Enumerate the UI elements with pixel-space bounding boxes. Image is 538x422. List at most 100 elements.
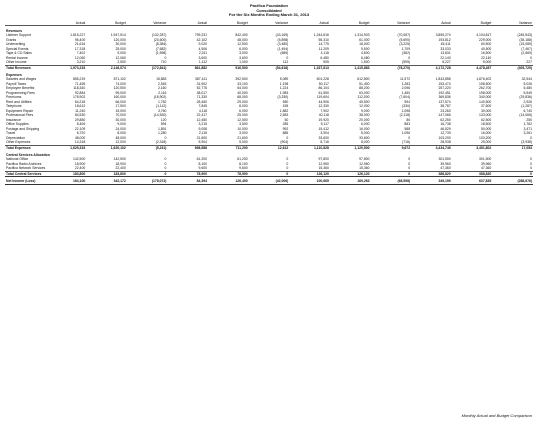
column-header: Budget xyxy=(329,20,371,27)
cell: 1,244,816 xyxy=(313,33,329,38)
cell: 3,000 xyxy=(239,131,248,136)
row-label: Professional Fees xyxy=(6,113,34,118)
row-label: Payroll Taxes xyxy=(6,81,27,86)
cell: 45,500 xyxy=(359,99,370,104)
cell: 38,787 xyxy=(440,104,451,109)
cell: 140,500 xyxy=(479,99,492,104)
net-row: Net Income (Loss) 164,100 342,172 (178,072)… xyxy=(5,176,533,185)
cell: 1,337,613 xyxy=(289,64,330,71)
cell: 142,500 xyxy=(113,157,126,162)
cell: (70,087) xyxy=(397,33,411,38)
cell: (15,089) xyxy=(519,42,532,47)
cell: 88,200 xyxy=(359,86,370,91)
cell: 20,000 xyxy=(359,117,370,122)
cell: (288,676) xyxy=(492,176,533,185)
cell: 1,415,883 xyxy=(329,64,371,71)
data-row: Employee Benefits 118,340 120,500 2,160 52,7… xyxy=(5,86,533,91)
cell: 50,117 xyxy=(318,81,329,86)
cell: 33,600 xyxy=(359,135,370,140)
cell: 71,455 xyxy=(74,81,86,86)
cell: 24,000 xyxy=(115,126,126,131)
cell: 22,417 xyxy=(196,113,208,118)
cell: 1,500 xyxy=(360,60,370,65)
cell: 1,876,402 xyxy=(476,77,492,82)
cell: 47,360 xyxy=(480,166,492,171)
cell: 2,116 xyxy=(158,90,167,95)
cell: 4,118 xyxy=(198,108,208,113)
cell: 992 xyxy=(282,126,289,131)
cell: 12,739 xyxy=(440,131,451,136)
data-row: Office Supplies 8,406 9,000 594 3,215 3,500 28… xyxy=(5,122,533,127)
cell: 698,588 xyxy=(167,144,209,151)
cell: 601,228 xyxy=(316,77,329,82)
cell: (904) xyxy=(280,140,289,145)
row-label: Listener Support xyxy=(6,33,31,38)
cell: 84,394 xyxy=(167,176,209,185)
data-row: Telephone 18,612 17,500 (1,112) 7,845 8,000 15… xyxy=(5,104,533,109)
cell: 0 xyxy=(164,55,167,60)
cell: 2,926 xyxy=(523,99,533,104)
row-label: Total Revenues xyxy=(5,64,46,71)
total-row: Total Revenues 1,973,233 2,146,074 (172,841… xyxy=(5,64,533,71)
cell: 120,500 xyxy=(113,86,126,91)
cell: (305,729) xyxy=(492,64,533,71)
cell: 861,882 xyxy=(167,64,209,71)
cell: 7,845 xyxy=(198,104,208,109)
cell: 14,318 xyxy=(74,140,86,145)
cell: 342,172 xyxy=(86,176,127,185)
cell: 1,314,903 xyxy=(354,33,370,38)
cell: 1,000 xyxy=(239,60,248,65)
cell: 25,000 xyxy=(115,46,126,51)
cell: 120 xyxy=(160,117,167,122)
cell: 17,500 xyxy=(115,104,126,109)
cell: 3,451,802 xyxy=(451,144,493,151)
cell: 153,474 xyxy=(438,81,451,86)
cell: 169,263 xyxy=(329,176,371,185)
cell: 192,451 xyxy=(438,90,451,95)
cell: 118,340 xyxy=(73,86,86,91)
cell: (1,494) xyxy=(277,46,289,51)
cell: (78,270) xyxy=(370,64,412,71)
cell: 1,280 xyxy=(157,131,167,136)
cell: 16,738 xyxy=(440,122,451,127)
data-row: Grants 96,400 120,000 (23,600) 42,102 48,000 (… xyxy=(5,38,533,43)
row-label: Employee Benefits xyxy=(6,86,35,91)
cell: 44,906 xyxy=(318,99,329,104)
cell: 25,000 xyxy=(237,113,248,118)
cell: (3,480) xyxy=(277,42,289,47)
cell: 158,500 xyxy=(479,81,492,86)
column-header: Actual xyxy=(45,20,87,27)
column-header: Budget xyxy=(451,20,493,27)
cell: 21,600 xyxy=(196,135,208,140)
data-row: Premiums 178,902 160,000 (18,902) 71,330 68,0… xyxy=(5,95,533,100)
data-row: Depreciation 48,000 48,000 0 21,600 21,600 0 33… xyxy=(5,136,533,141)
row-label: Total Expenses xyxy=(5,144,46,151)
section-title: Revenues xyxy=(6,28,23,33)
cell: (172,841) xyxy=(126,64,168,71)
cell: 9,600 xyxy=(239,166,248,171)
column-header: Actual xyxy=(167,20,209,27)
cell: (43,169) xyxy=(275,33,289,38)
cell: (132,287) xyxy=(151,33,167,38)
cell: 916,500 xyxy=(208,64,249,71)
cell: (1,112) xyxy=(155,104,167,109)
cell: 12,330 xyxy=(318,104,329,109)
cell: 4,478,457 xyxy=(451,64,493,71)
cell: 12,060 xyxy=(115,55,126,60)
cell: 12,500 xyxy=(237,117,248,122)
cell: 0 xyxy=(286,55,289,60)
cell: 4,172,728 xyxy=(411,64,452,71)
cell: 29,880 xyxy=(74,117,86,122)
cell: 3,600 xyxy=(198,55,208,60)
cell: 198,000 xyxy=(479,90,492,95)
cell: 1,843,858 xyxy=(435,77,451,82)
cell: 885 xyxy=(282,131,289,136)
data-row: Travel 6,720 8,000 1,280 2,115 3,000 885 3,904 5… xyxy=(5,131,533,136)
cell: (5,898) xyxy=(277,37,289,42)
cell: 4,104,817 xyxy=(476,33,492,38)
cell: 61,200 xyxy=(196,157,208,162)
row-label: Total Central Services xyxy=(5,170,46,177)
cell: 550 xyxy=(282,99,289,104)
cell: 15,412 xyxy=(318,126,329,131)
cell: (2,118) xyxy=(399,113,411,118)
